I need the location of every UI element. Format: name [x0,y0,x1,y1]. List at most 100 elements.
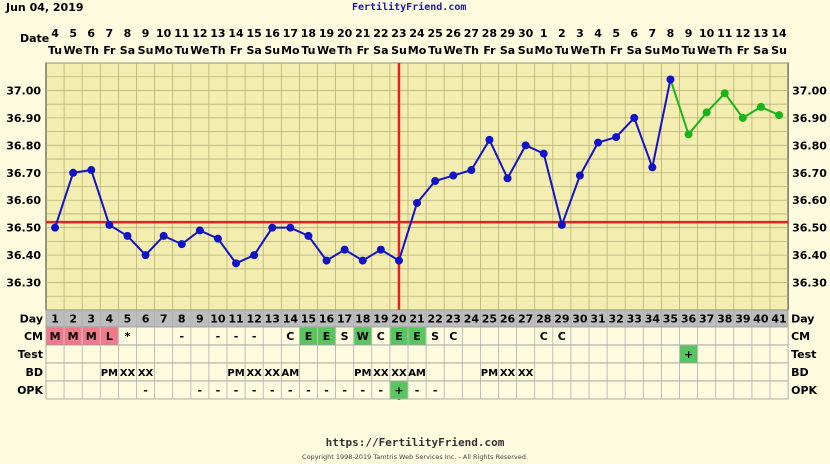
cm-cell: - [252,330,257,343]
date-label: 1 [540,27,548,40]
temperature-point [485,135,494,144]
weekday-label: We [444,44,463,57]
bd-cell: PM [481,368,498,379]
day-cell: 34 [645,313,661,326]
day-row-label: Day [20,313,43,326]
cm-cell: M [68,330,79,343]
footer-url[interactable]: https://FertilityFriend.com [325,436,505,449]
weekday-label: Tu [555,44,569,57]
opk-cell: + [394,384,403,397]
date-label: 9 [685,27,693,40]
weekday-label: Sa [373,44,388,57]
day-cell: 16 [319,313,335,326]
date-label: 15 [246,27,261,40]
date-label: 13 [210,27,225,40]
weekday-label: Sa [246,44,261,57]
date-label: 14 [771,27,787,40]
cm-cell: W [357,330,369,343]
day-cell: 7 [160,313,168,326]
y-tick-label: 36.50 [6,222,41,235]
weekday-label: We [317,44,336,57]
date-label: 29 [500,27,515,40]
day-cell: 38 [717,313,732,326]
temperature-point [123,231,132,240]
opk-cell: - [198,384,203,397]
cm-row-label-right: CM [791,330,810,343]
bd-row-label: BD [25,366,43,379]
day-cell: 39 [735,313,750,326]
day-cell: 41 [771,313,786,326]
weekday-label: Th [210,44,225,57]
y-tick-label: 36.40 [6,249,41,262]
weekday-label: Mo [154,44,173,57]
day-cell: 20 [391,313,407,326]
cm-cell: - [234,330,239,343]
opk-cell: - [433,384,438,397]
opk-cell: - [360,384,365,397]
weekday-label: Su [264,44,280,57]
temperature-point [539,149,548,158]
bd-cell: XX [138,368,154,379]
cm-cell: - [216,330,221,343]
weekday-label: Fr [103,44,116,57]
weekday-label: Sa [120,44,135,57]
opk-cell: - [270,384,275,397]
opk-cell: - [234,384,239,397]
temperature-point [503,174,512,183]
date-label: 3 [576,27,584,40]
test-row-label-right: Test [791,348,816,361]
temperature-point [322,256,331,265]
y-tick-label-right: 36.50 [792,222,827,235]
temperature-point [159,231,168,240]
weekday-label: Su [518,44,534,57]
temperature-point [431,177,440,186]
day-cell: 5 [124,313,132,326]
weekday-label: Fr [483,44,496,57]
cm-cell-highlight [46,327,64,345]
cm-cell: C [449,330,457,343]
weekday-label: Tu [428,44,442,57]
cm-cell-highlight [318,327,336,345]
weekday-label: Mo [281,44,300,57]
date-label: 28 [482,27,497,40]
bd-cell: XX [265,368,281,379]
temperature-point [467,166,476,175]
day-cell: 37 [699,313,714,326]
site-name[interactable]: FertilityFriend.com [352,2,467,13]
temperature-point [594,138,603,147]
date-label: 6 [630,27,638,40]
temperature-point [775,111,784,120]
weekday-label: Su [391,44,407,57]
day-cell: 21 [409,313,424,326]
cm-cell-highlight [82,327,100,345]
test-row-label: Test [18,348,43,361]
date-label: 23 [391,27,406,40]
weekday-label: Tu [48,44,62,57]
temperature-point [575,171,584,180]
weekday-label: Su [771,44,787,57]
temperature-point [232,259,241,268]
y-tick-label: 36.70 [6,167,41,180]
y-tick-label-right: 36.30 [792,277,827,290]
y-tick-label-right: 36.40 [792,249,827,262]
day-cell: 40 [753,313,769,326]
bd-cell: XX [373,368,389,379]
date-label: 7 [649,27,657,40]
cm-cell: C [286,330,294,343]
day-cell: 12 [246,313,261,326]
date-label: 18 [301,27,316,40]
temperature-point [87,166,96,175]
date-label: 8 [124,27,132,40]
chart-date: Jun 04, 2019 [6,1,84,14]
temperature-point [720,89,729,98]
opk-cell: - [379,384,384,397]
date-label: 5 [612,27,620,40]
temperature-point [612,133,621,142]
weekday-label: Mo [534,44,553,57]
cm-cell: C [540,330,548,343]
bd-cell: XX [246,368,262,379]
opk-cell: - [306,384,311,397]
cm-cell: E [305,330,313,343]
day-cell: 27 [518,313,533,326]
day-row-label-right: Day [791,313,814,326]
